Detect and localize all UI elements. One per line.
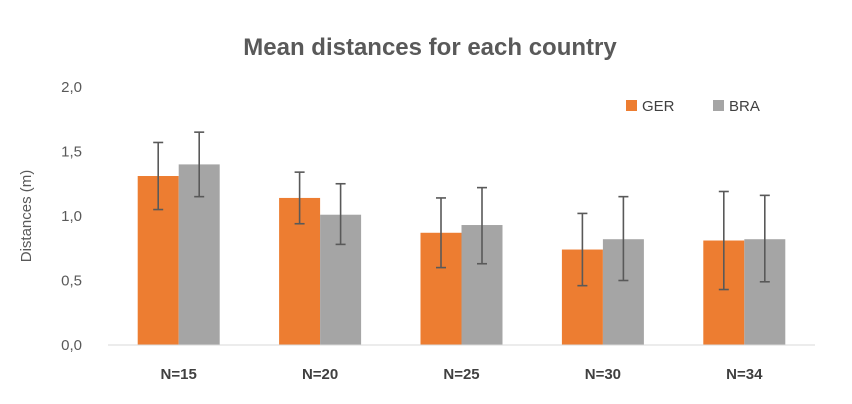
chart-title: Mean distances for each country [243, 34, 617, 61]
error-bar-ger-n15 [153, 141, 164, 211]
legend: GER BRA [626, 98, 760, 115]
error-bar-bra-n15 [194, 131, 205, 198]
error-bar-ger-n25 [436, 197, 446, 269]
error-bar-ger-n20 [294, 171, 305, 225]
error-bars-group [153, 131, 770, 291]
y-axis-ticks: 0,0 0,5 1,0 1,5 2,0 [61, 79, 82, 354]
legend-swatch-bra [713, 100, 724, 111]
legend-label-bra: BRA [729, 98, 760, 115]
y-tick-label: 1,5 [61, 144, 82, 161]
bars-group [137, 164, 786, 345]
y-axis-label: Distances (m) [18, 170, 35, 263]
error-bar-bra-n30 [618, 195, 629, 282]
error-bar-bra-n34 [759, 194, 770, 283]
y-tick-label: 2,0 [61, 79, 82, 96]
x-tick-label: N=25 [443, 366, 479, 383]
y-tick-label: 0,5 [61, 273, 82, 290]
error-bar-bra-n25 [477, 186, 487, 265]
x-axis-ticks: N=15 N=20 N=25 N=30 N=34 [161, 366, 764, 383]
x-tick-label: N=34 [726, 366, 763, 383]
error-bar-ger-n34 [718, 190, 729, 291]
x-tick-label: N=15 [161, 366, 197, 383]
legend-swatch-ger [626, 100, 637, 111]
x-tick-label: N=30 [585, 366, 621, 383]
y-tick-label: 0,0 [61, 337, 82, 354]
error-bar-bra-n20 [335, 182, 346, 246]
legend-label-ger: GER [642, 98, 675, 115]
error-bar-ger-n30 [577, 212, 588, 287]
y-tick-label: 1,0 [61, 208, 82, 225]
x-tick-label: N=20 [302, 366, 338, 383]
